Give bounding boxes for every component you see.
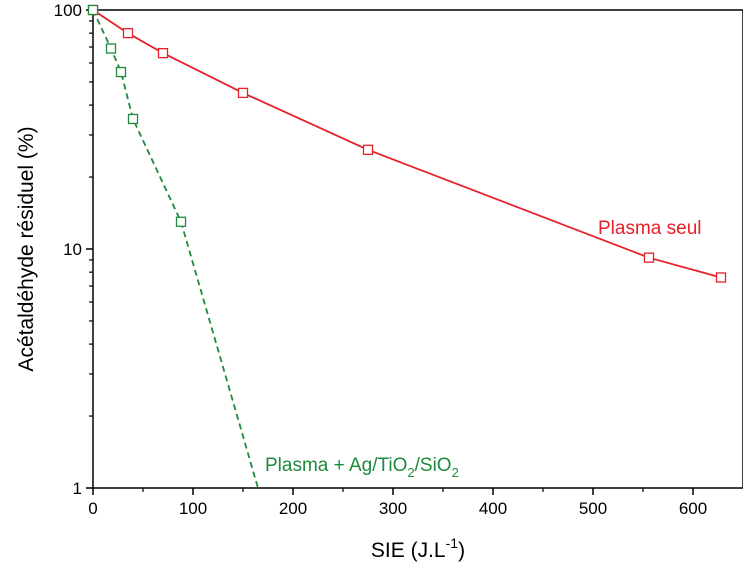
- data-point: [643, 252, 655, 263]
- x-axis: 0 100 200 300 400 500 600: [88, 488, 707, 518]
- data-point: [122, 28, 134, 39]
- series-label-part: /SiO: [415, 455, 452, 476]
- x-tick-label: 200: [279, 499, 307, 518]
- data-point: [175, 216, 187, 227]
- y-axis: 1 10 100: [54, 1, 93, 498]
- data-point: [87, 4, 99, 16]
- x-tick-label: 300: [379, 499, 407, 518]
- data-point: [715, 272, 727, 283]
- x-tick-label: 500: [579, 499, 607, 518]
- x-tick-label: 100: [179, 499, 207, 518]
- data-point: [157, 47, 169, 59]
- x-tick-label: 0: [88, 499, 97, 518]
- series-label-part: Plasma + Ag/TiO: [265, 455, 407, 476]
- y-tick-label: 10: [63, 240, 82, 259]
- series-label-subscript: 2: [407, 465, 414, 480]
- x-axis-title-superscript: -1: [446, 535, 459, 551]
- x-tick-label: 400: [479, 499, 507, 518]
- x-axis-title: SIE (J.L-1): [371, 535, 465, 562]
- y-axis-title: Acétaldéhyde résiduel (%): [15, 126, 38, 371]
- data-point: [362, 144, 374, 155]
- data-point: [105, 43, 117, 54]
- series-label-plasma-ag-tio2-sio2: Plasma + Ag/TiO2/SiO2: [265, 455, 459, 480]
- series-label-plasma-seul: Plasma seul: [598, 218, 702, 239]
- x-tick-label: 600: [679, 499, 707, 518]
- x-axis-title-main: SIE (J.L: [371, 539, 446, 562]
- y-tick-label: 100: [54, 1, 82, 20]
- data-point: [127, 113, 139, 125]
- plot-frame: [92, 9, 743, 489]
- series-label-subscript: 2: [452, 465, 459, 480]
- data-point: [237, 87, 249, 99]
- data-point: [115, 66, 127, 78]
- y-tick-label: 1: [73, 479, 82, 498]
- series-line: [92, 9, 259, 489]
- series-layer: [87, 4, 727, 489]
- x-axis-title-end: ): [458, 539, 465, 562]
